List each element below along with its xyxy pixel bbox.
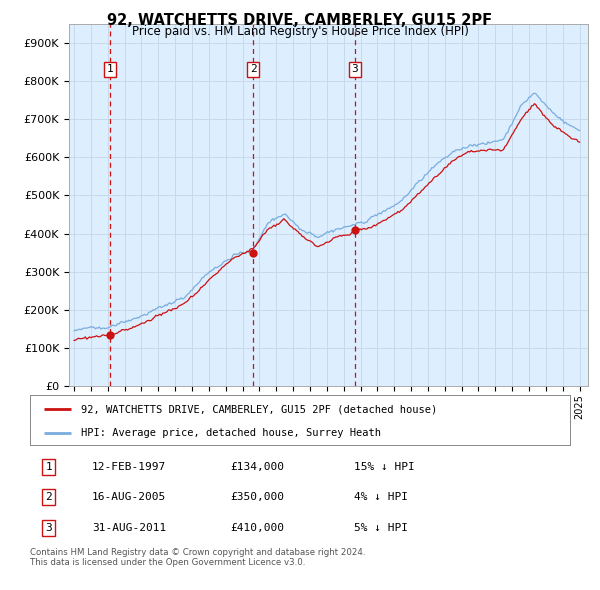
Text: 92, WATCHETTS DRIVE, CAMBERLEY, GU15 2PF (detached house): 92, WATCHETTS DRIVE, CAMBERLEY, GU15 2PF… bbox=[82, 404, 437, 414]
Text: 1: 1 bbox=[46, 462, 52, 471]
Text: 3: 3 bbox=[352, 64, 358, 74]
Text: Contains HM Land Registry data © Crown copyright and database right 2024.
This d: Contains HM Land Registry data © Crown c… bbox=[30, 548, 365, 567]
Text: 15% ↓ HPI: 15% ↓ HPI bbox=[354, 462, 415, 471]
Text: 92, WATCHETTS DRIVE, CAMBERLEY, GU15 2PF: 92, WATCHETTS DRIVE, CAMBERLEY, GU15 2PF bbox=[107, 13, 493, 28]
Text: 1: 1 bbox=[106, 64, 113, 74]
Text: HPI: Average price, detached house, Surrey Heath: HPI: Average price, detached house, Surr… bbox=[82, 428, 382, 438]
Text: 4% ↓ HPI: 4% ↓ HPI bbox=[354, 492, 408, 502]
Text: 31-AUG-2011: 31-AUG-2011 bbox=[92, 523, 166, 533]
Text: £350,000: £350,000 bbox=[230, 492, 284, 502]
Text: 2: 2 bbox=[46, 492, 52, 502]
Text: 5% ↓ HPI: 5% ↓ HPI bbox=[354, 523, 408, 533]
Text: 12-FEB-1997: 12-FEB-1997 bbox=[92, 462, 166, 471]
Text: £134,000: £134,000 bbox=[230, 462, 284, 471]
Text: Price paid vs. HM Land Registry's House Price Index (HPI): Price paid vs. HM Land Registry's House … bbox=[131, 25, 469, 38]
Text: 3: 3 bbox=[46, 523, 52, 533]
Text: 16-AUG-2005: 16-AUG-2005 bbox=[92, 492, 166, 502]
Text: £410,000: £410,000 bbox=[230, 523, 284, 533]
Text: 2: 2 bbox=[250, 64, 256, 74]
